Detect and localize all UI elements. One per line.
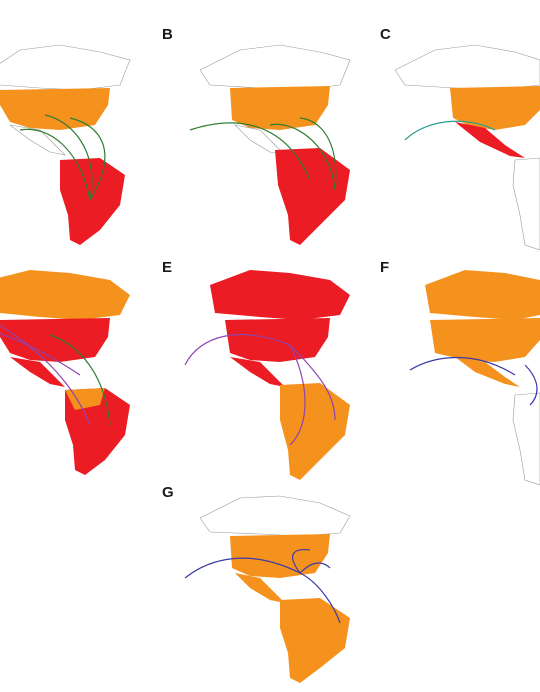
- canada-shape: [0, 270, 130, 320]
- migration-arrow: [0, 332, 81, 376]
- panel-label-g: G: [162, 484, 174, 501]
- panel-label-f: F: [380, 259, 390, 276]
- map-panel-b: B: [160, 26, 370, 250]
- migration-arrow: [404, 120, 496, 141]
- mexico-shape: [455, 357, 520, 387]
- map-panel-a: [0, 30, 160, 250]
- canada-shape: [199, 44, 351, 91]
- migration-arrow: [189, 122, 311, 181]
- south-america-shape: [65, 388, 130, 475]
- canada-shape: [199, 495, 351, 537]
- migration-arrow: [184, 334, 291, 366]
- mexico-shape: [9, 124, 66, 156]
- migration-arrow: [299, 562, 331, 574]
- map-d-svg: [0, 270, 130, 475]
- migration-arrow: [269, 123, 336, 191]
- panel-label-b: B: [162, 26, 173, 43]
- panel-label-c: C: [380, 26, 391, 43]
- mexico-shape: [230, 357, 285, 387]
- migration-arrow: [49, 334, 111, 426]
- canada-shape: [0, 44, 131, 91]
- map-b-svg: [189, 44, 351, 245]
- map-a-svg: [0, 44, 131, 245]
- canada-shape: [394, 44, 540, 91]
- map-e-svg: [184, 270, 350, 480]
- mexico-shape: [235, 573, 285, 603]
- south-america-north-shape: [65, 388, 105, 410]
- usa-shape: [430, 318, 540, 362]
- map-panel-f: F: [375, 259, 540, 485]
- map-f-svg: [409, 270, 540, 485]
- migration-arrow: [292, 548, 311, 574]
- migration-arrow: [184, 557, 301, 579]
- migration-arrow: [0, 324, 91, 426]
- canada-shape: [210, 270, 350, 320]
- migration-arrow: [524, 364, 538, 406]
- usa-shape: [450, 86, 540, 130]
- south-america-shape: [60, 158, 125, 245]
- map-panel-g: G: [160, 484, 370, 688]
- canada-shape: [425, 270, 540, 320]
- usa-shape: [230, 534, 330, 578]
- map-panel-e: E: [160, 259, 370, 485]
- panel-label-e: E: [162, 259, 173, 276]
- map-c-svg: [394, 44, 540, 250]
- migration-arrow: [299, 117, 337, 191]
- mexico-shape: [455, 122, 525, 158]
- migration-arrow: [289, 344, 336, 421]
- south-america-shape: [280, 383, 350, 480]
- map-panel-d: [0, 265, 160, 485]
- migration-arrow: [69, 117, 106, 201]
- south-america-shape: [512, 157, 540, 250]
- usa-shape: [0, 88, 110, 130]
- south-america-shape: [512, 392, 540, 485]
- map-g-svg: [184, 495, 351, 683]
- south-america-shape: [280, 598, 350, 683]
- migration-arrow: [289, 344, 306, 446]
- map-panel-c: C: [375, 26, 540, 250]
- migration-arrow: [19, 128, 91, 201]
- migration-arrow: [299, 572, 341, 624]
- mexico-shape: [10, 357, 65, 387]
- usa-shape: [0, 318, 110, 362]
- migration-arrow: [409, 357, 516, 376]
- south-america-shape: [275, 148, 350, 245]
- migration-arrow: [44, 114, 93, 201]
